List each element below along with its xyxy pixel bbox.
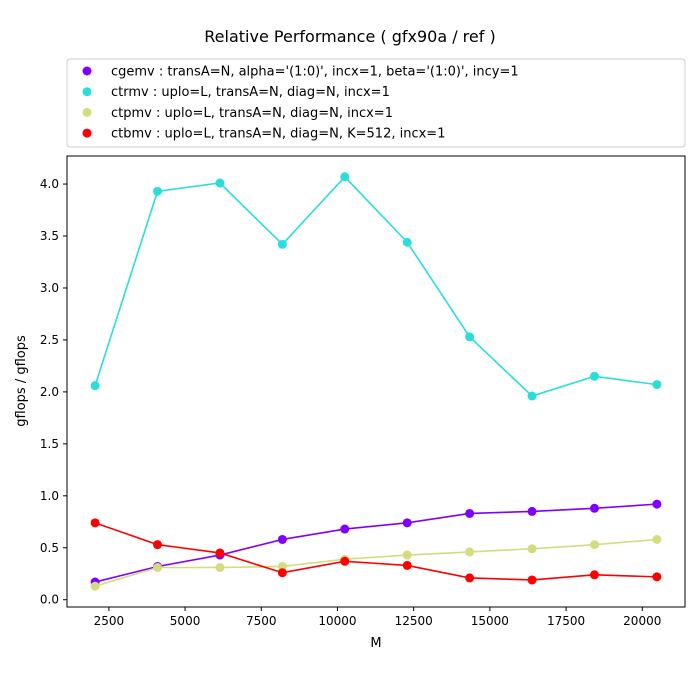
x-axis: 2500 5000 7500 10000 12500 15000 17500 20000 [94,607,661,628]
y-tick-label: 0.5 [40,541,59,555]
data-point [277,568,287,578]
chart-title: Relative Performance ( gfx90a / ref ) [204,27,495,46]
data-point [90,381,100,391]
y-tick-label: 3.0 [40,281,59,295]
data-point [402,237,412,247]
x-tick-label: 12500 [395,614,433,628]
data-point [527,506,537,516]
series-line [94,503,657,583]
series-line [94,175,658,397]
legend-entry: ctbmv : uplo=L, transA=N, diag=N, K=512,… [82,127,445,142]
data-point [215,563,225,573]
legend-marker [82,87,92,97]
series-layer [90,172,662,591]
series-line [94,538,657,587]
y-tick-label: 2.5 [40,333,59,347]
legend-label: cgemv : transA=N, alpha='(1:0)', incx=1,… [111,65,519,80]
data-point [277,561,287,571]
data-point [589,503,599,513]
data-point [90,518,100,528]
data-point [465,573,475,583]
series-3 [90,518,662,585]
series-2 [90,534,662,591]
legend-label: ctrmv : uplo=L, transA=N, diag=N, incx=1 [111,85,390,100]
x-tick-label: 17500 [547,614,585,628]
x-tick-label: 2500 [94,614,125,628]
y-tick-label: 2.0 [40,385,59,399]
data-point [215,178,225,188]
data-point [340,556,350,566]
data-point [652,572,662,582]
data-point [589,540,599,550]
y-tick-label: 1.0 [40,489,59,503]
series-0 [90,499,662,587]
plot-area [66,155,686,608]
series-line [94,522,657,581]
data-point [402,550,412,560]
data-point [215,548,225,558]
legend-entry: cgemv : transA=N, alpha='(1:0)', incx=1,… [82,65,519,80]
data-point [589,371,599,381]
legend-entry: ctrmv : uplo=L, transA=N, diag=N, incx=1 [82,85,390,100]
data-point [589,570,599,580]
y-tick-label: 0.0 [40,593,59,607]
y-tick-label: 3.5 [40,229,59,243]
x-tick-label: 15000 [471,614,509,628]
legend-entry: ctpmv : uplo=L, transA=N, diag=N, incx=1 [82,106,393,121]
data-point [277,534,287,544]
legend: cgemv : transA=N, alpha='(1:0)', incx=1,… [66,58,686,148]
data-point [90,581,100,591]
data-point [153,563,163,573]
data-point [465,547,475,557]
data-point [277,239,287,249]
legend-label: ctpmv : uplo=L, transA=N, diag=N, incx=1 [111,106,393,121]
legend-marker [82,107,92,117]
data-point [652,380,662,390]
x-tick-label: 7500 [246,614,277,628]
x-tick-label: 10000 [318,614,356,628]
data-point [527,391,537,401]
legend-marker [82,128,92,138]
legend-marker [82,66,92,76]
data-point [527,544,537,554]
y-tick-label: 4.0 [40,177,59,191]
legend-frame [66,58,686,148]
data-point [465,508,475,518]
y-axis: 0.0 0.5 1.0 1.5 2.0 2.5 3.0 3.5 4.0 [40,177,67,607]
data-point [465,332,475,342]
data-point [340,172,350,182]
data-point [402,560,412,570]
x-axis-label: M [370,636,381,651]
data-point [153,186,163,196]
data-point [153,540,163,550]
series-1 [90,172,662,401]
data-point [527,575,537,585]
x-tick-label: 5000 [170,614,201,628]
data-point [340,524,350,534]
legend-label: ctbmv : uplo=L, transA=N, diag=N, K=512,… [111,127,445,142]
data-point [402,518,412,528]
x-tick-label: 20000 [623,614,661,628]
data-point [652,499,662,509]
data-point [652,534,662,544]
y-tick-label: 1.5 [40,437,59,451]
y-axis-label: gflops / gflops [14,335,29,427]
